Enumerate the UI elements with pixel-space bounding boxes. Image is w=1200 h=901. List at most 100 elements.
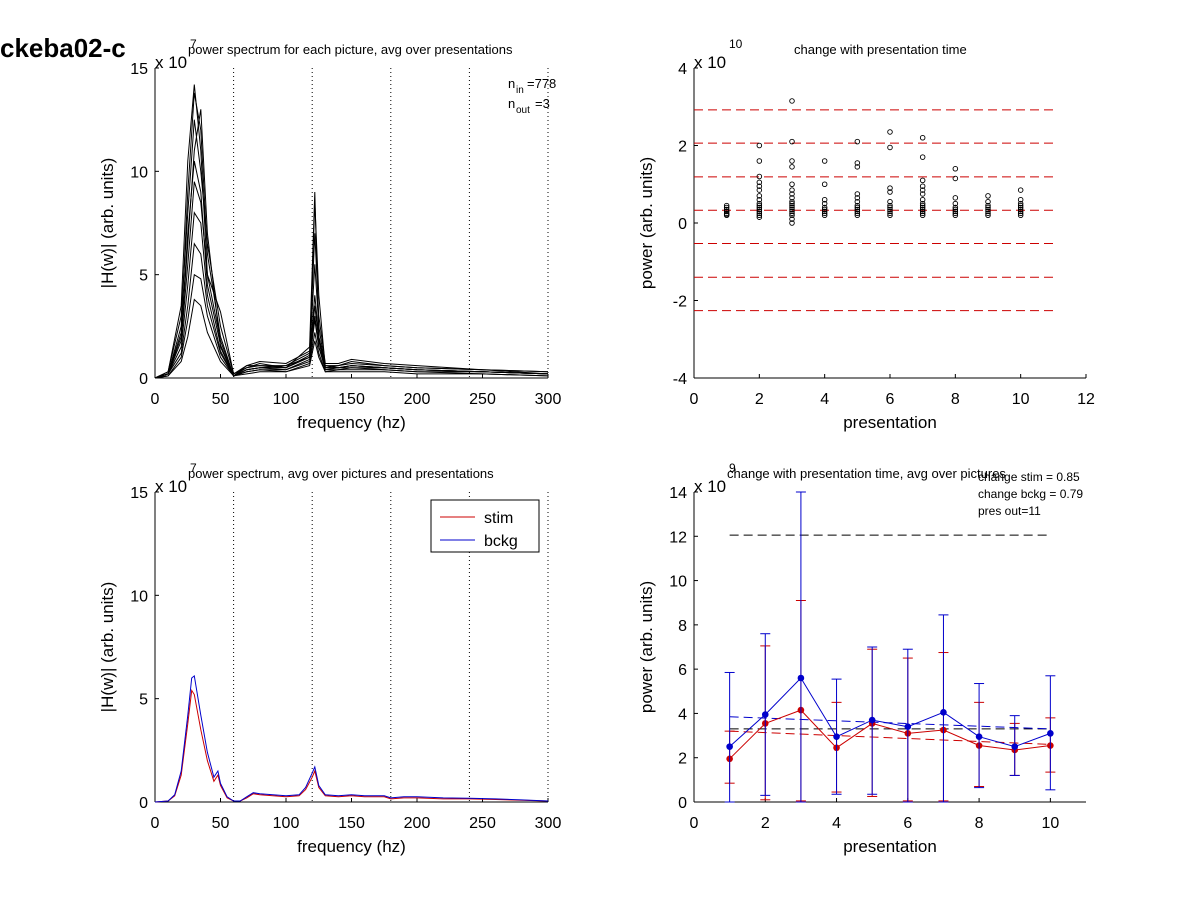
data-point-bckg bbox=[940, 709, 947, 716]
scatter-point bbox=[756, 196, 763, 203]
scatter-point bbox=[887, 208, 893, 215]
x-tick-label: 200 bbox=[404, 815, 431, 832]
x-tick-label: 6 bbox=[886, 391, 895, 408]
annotation-line: change stim = 0.85 bbox=[978, 470, 1080, 484]
scatter-point bbox=[887, 129, 893, 135]
y-tick-label: 0 bbox=[678, 795, 687, 812]
scatter-point bbox=[756, 183, 763, 189]
series-line-bckg bbox=[729, 677, 1051, 748]
scatter-point bbox=[887, 204, 893, 211]
trend-line bbox=[729, 716, 1051, 730]
axis-exponent-label: x 10 bbox=[155, 53, 187, 72]
scatter-point bbox=[887, 185, 893, 191]
y-tick-label: 5 bbox=[139, 692, 148, 709]
scatter-point bbox=[919, 200, 926, 207]
x-tick-label: 100 bbox=[273, 815, 300, 832]
x-tick-label: 6 bbox=[903, 815, 912, 832]
y-tick-label: 4 bbox=[678, 706, 687, 723]
scatter-point bbox=[887, 202, 893, 209]
scatter-point bbox=[952, 175, 959, 182]
scatter-point bbox=[952, 210, 959, 217]
scatter-point bbox=[789, 206, 795, 213]
scatter-point bbox=[756, 202, 763, 209]
x-tick-label: 8 bbox=[951, 391, 960, 408]
scatter-point bbox=[1017, 208, 1024, 215]
spectrum-curve bbox=[154, 298, 549, 379]
scatter-point bbox=[985, 193, 991, 199]
x-tick-label: 50 bbox=[212, 815, 230, 832]
scatter-point bbox=[789, 191, 795, 197]
scatter-point bbox=[821, 181, 828, 187]
x-tick-label: 2 bbox=[761, 815, 770, 832]
scatter-point bbox=[952, 165, 959, 172]
scatter-point bbox=[887, 206, 893, 213]
scatter-point bbox=[821, 210, 828, 217]
scatter-point bbox=[919, 183, 926, 189]
x-tick-label: 4 bbox=[820, 391, 829, 408]
scatter-point bbox=[854, 198, 861, 205]
y-axis-label: |H(w)| (arb. units) bbox=[98, 582, 117, 713]
scatter-point bbox=[756, 193, 763, 199]
annotation-line: pres out=11 bbox=[978, 504, 1041, 518]
scatter-point bbox=[789, 195, 795, 201]
scatter-point bbox=[821, 206, 828, 213]
axis-exponent: 7 bbox=[190, 37, 197, 51]
y-tick-label: 14 bbox=[669, 485, 687, 502]
x-tick-label: 250 bbox=[469, 815, 496, 832]
series-line-bckg bbox=[154, 674, 549, 803]
scatter-point bbox=[919, 177, 926, 184]
y-tick-label: -4 bbox=[673, 371, 687, 388]
scatter-point bbox=[723, 208, 730, 215]
annotation-n-out-sub: out bbox=[516, 105, 530, 116]
axis-exponent-label: x 10 bbox=[155, 477, 187, 496]
spectrum-curve bbox=[154, 273, 549, 379]
y-tick-label: 15 bbox=[130, 61, 148, 78]
scatter-point bbox=[756, 200, 763, 207]
y-tick-label: 0 bbox=[139, 795, 148, 812]
y-tick-label: 0 bbox=[678, 216, 687, 233]
scatter-point bbox=[854, 206, 861, 213]
scatter-point bbox=[854, 202, 861, 209]
x-tick-label: 8 bbox=[975, 815, 984, 832]
scatter-point bbox=[919, 196, 926, 203]
scatter-point bbox=[985, 212, 991, 218]
scatter-point bbox=[854, 195, 861, 201]
scatter-point bbox=[985, 208, 991, 215]
scatter-point bbox=[789, 202, 795, 209]
axis-exponent-label: x 10 bbox=[694, 477, 726, 496]
annotation-n-out-label: n bbox=[508, 96, 515, 111]
x-tick-label: 2 bbox=[755, 391, 764, 408]
figure-title: ckeba02-c bbox=[0, 33, 126, 63]
data-point-bckg bbox=[761, 711, 769, 718]
scatter-point bbox=[723, 204, 730, 211]
x-tick-label: 10 bbox=[1012, 391, 1030, 408]
scatter-point bbox=[952, 195, 959, 201]
data-point-bckg bbox=[904, 723, 912, 731]
scatter-point bbox=[789, 198, 795, 205]
scatter-point bbox=[854, 210, 861, 217]
scatter-point bbox=[919, 134, 926, 141]
scatter-point bbox=[919, 208, 926, 215]
scatter-point bbox=[756, 187, 763, 193]
y-tick-label: 4 bbox=[678, 61, 687, 78]
scatter-point bbox=[756, 210, 763, 217]
series-line-stim bbox=[154, 688, 549, 803]
data-point-bckg bbox=[1011, 743, 1019, 750]
spectrum-curve bbox=[154, 181, 549, 379]
axis-exponent: 9 bbox=[729, 461, 736, 475]
scatter-point bbox=[887, 198, 893, 205]
x-tick-label: 0 bbox=[151, 815, 160, 832]
scatter-point bbox=[1017, 187, 1024, 193]
x-tick-label: 300 bbox=[535, 815, 562, 832]
scatter-point bbox=[854, 160, 861, 166]
x-axis-label: presentation bbox=[843, 837, 937, 856]
scatter-point bbox=[919, 204, 926, 211]
scatter-point bbox=[919, 212, 926, 218]
scatter-point bbox=[919, 154, 926, 160]
annotation-n-in-label: n bbox=[508, 76, 515, 91]
scatter-point bbox=[887, 189, 893, 195]
y-tick-label: 6 bbox=[678, 662, 687, 679]
scatter-point bbox=[789, 204, 795, 211]
chart-title: power spectrum for each picture, avg ove… bbox=[188, 42, 513, 57]
